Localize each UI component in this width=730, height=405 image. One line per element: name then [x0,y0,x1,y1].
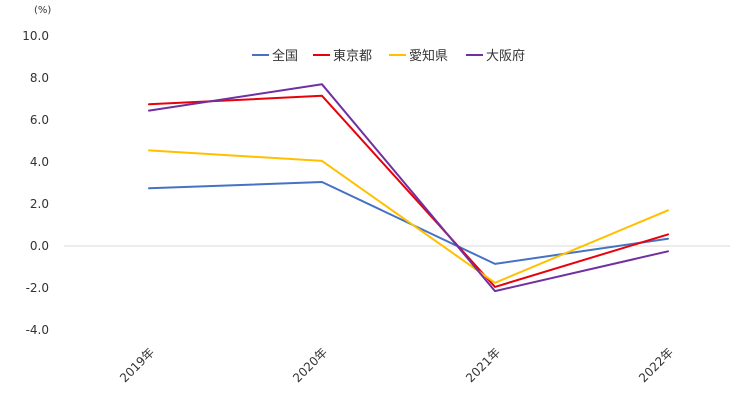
y-tick-label: 8.0 [30,71,49,85]
series-line-4 [148,83,669,293]
legend-label: 大阪府 [486,49,525,64]
x-tick-label: 2019年 [117,345,157,385]
series-line-2 [148,94,669,288]
y-tick-label: -4.0 [26,323,49,337]
unit-label: (%) [34,5,51,16]
y-tick-label: 0.0 [30,239,49,253]
legend-label: 愛知県 [409,48,448,64]
y-tick-label: 10.0 [22,29,49,43]
y-axis: 10.0 8.0 6.0 4.0 2.0 0.0 -2.0 -4.0 [22,29,49,337]
y-tick-label: -2.0 [26,281,49,295]
x-tick-label: 2020年 [290,345,330,385]
y-tick-label: 6.0 [30,113,49,127]
x-tick-label: 2022年 [636,345,676,385]
x-axis: 2019年 2020年 2021年 2022年 [117,345,676,385]
series-line-3 [148,149,669,284]
legend: 全国 東京都 愛知県 大阪府 [252,48,525,64]
series-lines [148,83,669,293]
y-tick-label: 4.0 [30,155,49,169]
legend-label: 東京都 [333,48,372,64]
y-tick-label: 2.0 [30,197,49,211]
x-tick-label: 2021年 [463,345,503,385]
legend-label: 全国 [272,48,298,64]
